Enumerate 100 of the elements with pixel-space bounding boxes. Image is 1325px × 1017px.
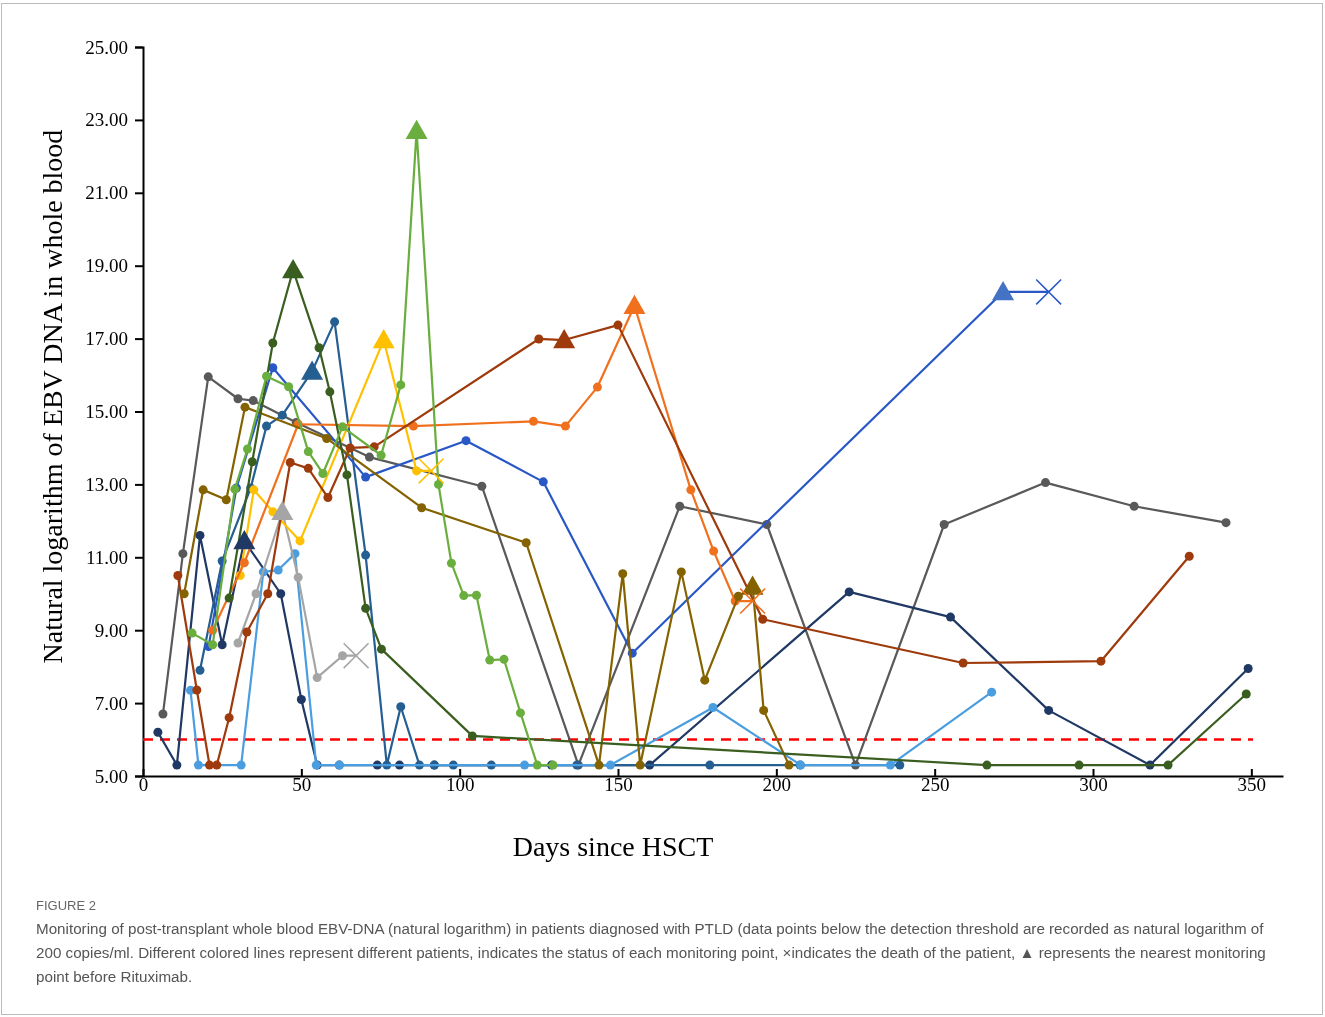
point (233, 394, 243, 404)
point (172, 760, 182, 770)
point (303, 447, 313, 457)
point (1041, 478, 1050, 488)
point (187, 628, 197, 638)
point (325, 387, 335, 397)
x-tick-label: 50 (292, 774, 312, 795)
x-tick-label: 100 (445, 774, 475, 795)
point (233, 638, 243, 648)
point (273, 565, 283, 575)
point (361, 472, 371, 482)
point (239, 558, 249, 568)
point (733, 591, 743, 601)
point (251, 589, 261, 599)
point (459, 591, 469, 601)
point (217, 640, 227, 650)
point (433, 479, 443, 489)
point (376, 644, 386, 654)
point (361, 550, 371, 560)
point (296, 694, 306, 704)
x-axis-title: Days since HSCT (512, 831, 714, 862)
point (675, 501, 685, 511)
point (885, 760, 895, 770)
point (461, 436, 471, 446)
point (342, 470, 352, 480)
x-tick-label: 0 (138, 774, 149, 795)
point (247, 457, 257, 467)
point (1129, 501, 1139, 511)
point (700, 675, 710, 685)
point (521, 538, 531, 548)
y-tick-label: 11.00 (85, 546, 128, 568)
point (221, 495, 231, 505)
x-tick-label: 300 (1079, 774, 1108, 795)
point (224, 713, 234, 723)
point (312, 673, 322, 683)
point (195, 665, 205, 675)
point (240, 402, 250, 412)
point (446, 558, 456, 568)
point (268, 338, 278, 348)
point (1241, 689, 1251, 699)
y-tick-label: 7.00 (94, 692, 128, 714)
point (708, 702, 718, 712)
point (686, 485, 696, 495)
point (285, 458, 295, 468)
y-tick-label: 15.00 (85, 401, 128, 423)
point (477, 481, 487, 491)
x-tick-label: 250 (920, 774, 950, 795)
point (1221, 518, 1231, 528)
point (262, 371, 271, 381)
point (538, 477, 548, 487)
point (958, 658, 968, 668)
y-tick-label: 21.00 (85, 182, 128, 204)
y-tick-label: 13.00 (85, 473, 128, 495)
point (262, 421, 271, 431)
point (417, 503, 427, 513)
point (895, 760, 905, 770)
point (396, 702, 406, 712)
point (322, 433, 332, 443)
y-tick-label: 19.00 (85, 255, 128, 277)
point (195, 530, 205, 540)
x-tick-label: 150 (604, 774, 633, 795)
point (361, 603, 371, 613)
point (758, 614, 768, 624)
point (520, 760, 530, 770)
point (179, 589, 189, 599)
point (499, 654, 509, 664)
point (412, 466, 422, 476)
point (987, 687, 997, 697)
point (192, 685, 202, 695)
text: Monitoring of post-transplant whole blood EBV-DNA (natural logarithm) in patients diagnosed with PTLD (data points below the detection threshold are recorded as natural logarithm of 200 copies/ml. Different colored lines represent different patients, indicates the status of each monitoring point, ×indicates the death of the patient, ▲ represents the nearest monitoring point before Rituximab. (36, 920, 1266, 985)
point (759, 705, 769, 715)
point (613, 320, 623, 330)
x-tick-label: 350 (1237, 774, 1267, 795)
point (212, 760, 222, 770)
point (303, 463, 313, 473)
point (198, 485, 208, 495)
point (276, 589, 286, 599)
point (1096, 656, 1106, 666)
y-tick-label: 23.00 (85, 109, 128, 131)
point (946, 612, 955, 622)
y-tick-label: 5.00 (94, 765, 128, 787)
point (193, 760, 203, 770)
point (338, 651, 347, 661)
point (263, 589, 273, 599)
point (784, 760, 794, 770)
point (992, 280, 1015, 301)
point (314, 343, 324, 353)
caption: FIGURE 2 (36, 898, 96, 913)
point (1184, 551, 1194, 561)
y-tick-label: 17.00 (85, 328, 128, 350)
y-tick-label: 9.00 (94, 619, 128, 641)
y-tick-label: 25.00 (85, 36, 128, 58)
point (224, 593, 234, 603)
point (293, 572, 303, 582)
point (284, 382, 294, 392)
point (158, 709, 168, 719)
point (709, 546, 719, 556)
point (345, 443, 355, 453)
point (471, 590, 481, 600)
point (485, 655, 495, 665)
